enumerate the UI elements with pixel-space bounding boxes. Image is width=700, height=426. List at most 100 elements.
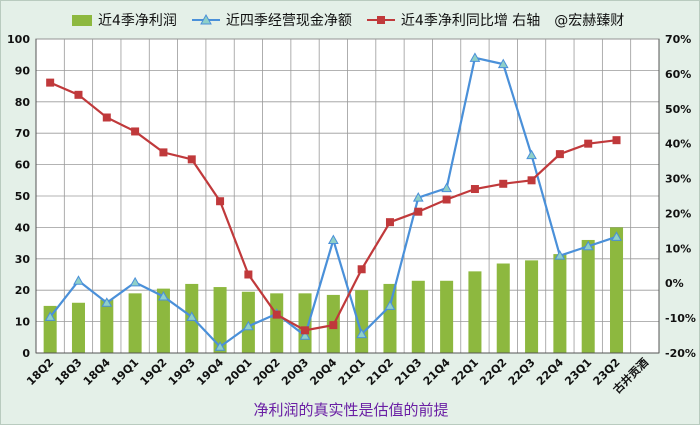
right-tick-label: 20% bbox=[665, 207, 691, 220]
cash-point-21Q4 bbox=[441, 182, 452, 193]
x-tick-label: 20Q1 bbox=[222, 356, 254, 388]
left-tick-label: 70 bbox=[15, 127, 31, 140]
bar-22Q4 bbox=[553, 254, 567, 353]
left-tick-label: 40 bbox=[15, 221, 31, 234]
cash-point-21Q1 bbox=[356, 328, 368, 339]
bar-20Q2 bbox=[270, 293, 284, 353]
right-tick-label: 60% bbox=[665, 68, 691, 81]
x-tick-label: 23Q1 bbox=[562, 356, 594, 388]
yoy-point-22Q4 bbox=[555, 150, 564, 159]
left-tick-label: 80 bbox=[15, 96, 31, 109]
x-tick-label: 20Q2 bbox=[251, 356, 283, 388]
yoy-point-19Q2 bbox=[159, 148, 168, 157]
cash-point-22Q2 bbox=[497, 58, 509, 69]
x-tick-label: 22Q1 bbox=[449, 356, 481, 388]
watermark: @宏赫臻财 bbox=[554, 10, 624, 30]
yoy-point-19Q4 bbox=[216, 197, 225, 206]
x-tick-label: 21Q4 bbox=[421, 356, 453, 388]
cash-point-19Q3 bbox=[186, 311, 198, 321]
yoy-point-22Q2 bbox=[499, 179, 508, 188]
x-tick-label: 18Q4 bbox=[81, 356, 113, 388]
left-tick-label: 90 bbox=[15, 64, 31, 77]
bar-22Q1 bbox=[468, 271, 482, 353]
chart-title: 净利润的真实性是估值的前提 bbox=[253, 401, 449, 419]
yoy-point-20Q4 bbox=[329, 321, 338, 330]
bar-21Q3 bbox=[411, 280, 425, 353]
left-tick-label: 20 bbox=[15, 284, 31, 297]
right-tick-label: 30% bbox=[665, 173, 691, 186]
left-tick-label: 10 bbox=[15, 316, 31, 329]
x-tick-label: 22Q4 bbox=[534, 356, 566, 388]
yoy-point-20Q2 bbox=[272, 310, 281, 319]
x-tick-label: 18Q2 bbox=[24, 356, 56, 388]
yoy-point-22Q1 bbox=[470, 185, 479, 194]
cash-point-22Q3 bbox=[526, 149, 537, 160]
bar-swatch-icon bbox=[72, 15, 92, 26]
yoy-point-19Q3 bbox=[187, 155, 196, 164]
yoy-point-21Q4 bbox=[442, 195, 451, 204]
cash-point-22Q1 bbox=[469, 52, 481, 62]
left-tick-label: 0 bbox=[22, 347, 30, 360]
yoy-point-20Q3 bbox=[301, 326, 310, 335]
bar-series bbox=[43, 227, 624, 353]
legend: 近4季净利润 近四季经营现金净额 近4季净利同比增 右轴 @宏赫臻财 bbox=[71, 9, 624, 31]
cash-point-19Q4 bbox=[214, 341, 226, 351]
right-tick-label: 70% bbox=[665, 33, 691, 46]
yoy-point-21Q3 bbox=[414, 207, 423, 216]
x-tick-label: 19Q3 bbox=[166, 356, 198, 388]
legend-label-net-profit: 近4季净利润 bbox=[98, 13, 177, 29]
left-tick-label: 100 bbox=[7, 33, 30, 46]
right-tick-label: 50% bbox=[665, 103, 691, 116]
bar-19Q2 bbox=[156, 288, 170, 353]
cash-point-23Q1 bbox=[582, 240, 594, 251]
legend-item-cash-flow: 近四季经营现金净额 bbox=[191, 10, 352, 30]
cash-point-18Q4 bbox=[101, 297, 113, 307]
right-tick-label: 10% bbox=[665, 242, 691, 255]
bar-21Q4 bbox=[440, 280, 454, 353]
square-line-swatch-icon bbox=[366, 16, 395, 24]
cash-point-19Q2 bbox=[158, 290, 169, 301]
left-tick-label: 30 bbox=[15, 253, 31, 266]
cash-point-21Q3 bbox=[412, 192, 424, 202]
legend-label-cash-flow: 近四季经营现金净额 bbox=[225, 13, 352, 29]
bar-23Q2 bbox=[610, 227, 624, 353]
bar-19Q4 bbox=[213, 287, 227, 353]
yoy-point-23Q2 bbox=[612, 136, 621, 145]
right-tick-label: -10% bbox=[665, 312, 696, 325]
x-tick-label: 21Q2 bbox=[364, 356, 396, 388]
yoy-point-19Q1 bbox=[131, 127, 140, 136]
cash-point-20Q1 bbox=[243, 320, 254, 331]
yoy-point-22Q3 bbox=[527, 176, 536, 185]
bar-19Q1 bbox=[128, 293, 142, 353]
yoy-point-20Q1 bbox=[244, 270, 253, 279]
cash-point-18Q3 bbox=[73, 275, 84, 285]
yoy-point-21Q2 bbox=[385, 218, 394, 227]
yoy-point-18Q2 bbox=[46, 78, 55, 87]
right-tick-label: 0% bbox=[665, 277, 684, 290]
cash-point-23Q2 bbox=[611, 231, 622, 241]
x-tick-label: 22Q2 bbox=[477, 356, 509, 388]
cash-point-20Q4 bbox=[327, 234, 339, 244]
yoy-point-18Q4 bbox=[102, 113, 111, 122]
x-tick-label: 19Q2 bbox=[138, 356, 170, 388]
right-tick-label: 40% bbox=[665, 138, 691, 151]
yoy-point-18Q3 bbox=[74, 90, 83, 99]
x-tick-label: 22Q3 bbox=[506, 356, 538, 388]
x-tick-label: 21Q3 bbox=[392, 356, 424, 388]
cash-point-18Q2 bbox=[44, 311, 56, 321]
bar-18Q4 bbox=[100, 299, 114, 353]
legend-item-net-profit: 近4季净利润 bbox=[71, 10, 177, 30]
watermark-text: @宏赫臻财 bbox=[554, 13, 625, 29]
bar-23Q1 bbox=[581, 239, 595, 353]
triangle-line-swatch-icon bbox=[191, 13, 220, 25]
yoy-growth-series bbox=[46, 78, 621, 335]
x-tick-label: 21Q1 bbox=[336, 356, 368, 388]
cash-point-21Q2 bbox=[384, 300, 396, 310]
right-tick-label: -20% bbox=[665, 347, 696, 360]
yoy-point-21Q1 bbox=[357, 265, 366, 274]
legend-label-yoy: 近4季净利同比增 右轴 bbox=[400, 13, 541, 29]
cash-point-22Q4 bbox=[554, 250, 566, 260]
x-tick-label: 20Q4 bbox=[307, 356, 339, 388]
left-tick-label: 60 bbox=[15, 159, 31, 172]
